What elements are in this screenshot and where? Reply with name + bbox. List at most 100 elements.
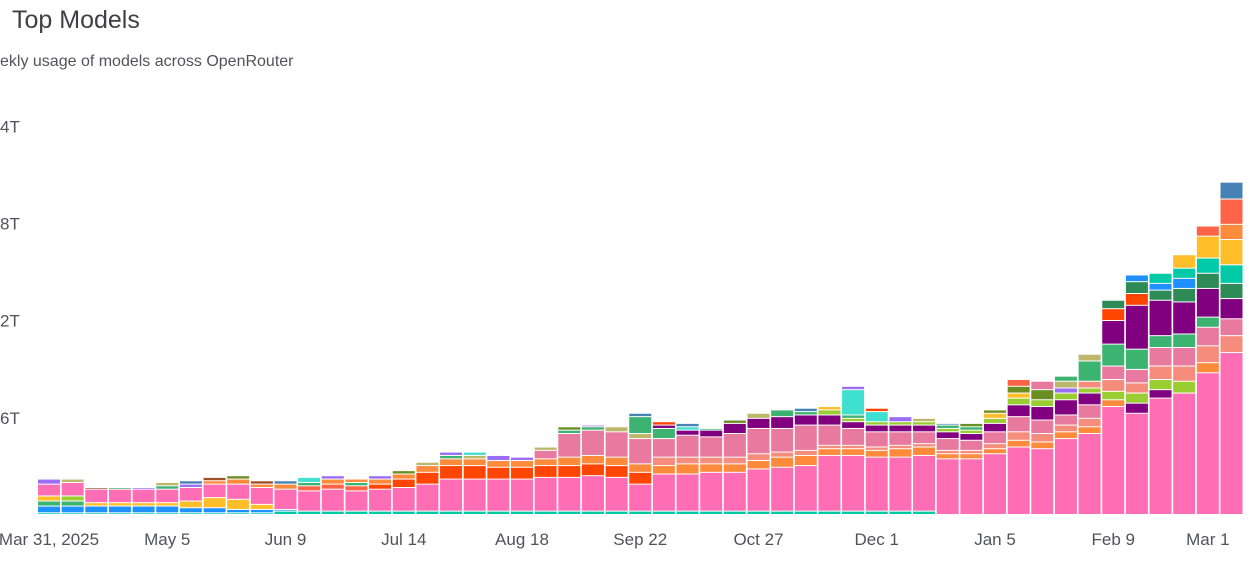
bar-segment[interactable]: [61, 513, 84, 514]
bar-segment[interactable]: [605, 466, 628, 477]
bar-segment[interactable]: [794, 511, 817, 514]
week-bar[interactable]: [61, 479, 84, 514]
bar-segment[interactable]: [38, 496, 60, 501]
bar-segment[interactable]: [723, 464, 746, 472]
bar-segment[interactable]: [179, 488, 202, 501]
bar-segment[interactable]: [676, 464, 699, 474]
bar-segment[interactable]: [1007, 380, 1030, 386]
bar-segment[interactable]: [487, 467, 510, 479]
bar-segment[interactable]: [605, 511, 628, 514]
bar-segment[interactable]: [511, 511, 533, 514]
bar-segment[interactable]: [1078, 388, 1101, 393]
bar-segment[interactable]: [1220, 199, 1243, 224]
bar-segment[interactable]: [1149, 273, 1172, 283]
bar-segment[interactable]: [440, 466, 463, 479]
bar-segment[interactable]: [1149, 380, 1172, 390]
week-bar[interactable]: [487, 455, 510, 514]
bar-segment[interactable]: [179, 481, 202, 484]
bar-segment[interactable]: [1173, 347, 1196, 366]
bar-segment[interactable]: [345, 486, 368, 491]
week-bar[interactable]: [1054, 376, 1077, 514]
bar-segment[interactable]: [416, 484, 439, 511]
bar-segment[interactable]: [1149, 398, 1172, 514]
bar-segment[interactable]: [250, 504, 273, 509]
bar-segment[interactable]: [1125, 413, 1148, 514]
bar-segment[interactable]: [203, 477, 226, 481]
bar-segment[interactable]: [676, 427, 699, 430]
bar-segment[interactable]: [794, 466, 817, 511]
bar-segment[interactable]: [771, 428, 794, 452]
bar-segment[interactable]: [960, 427, 983, 430]
bar-segment[interactable]: [1054, 388, 1077, 393]
bar-segment[interactable]: [369, 489, 392, 511]
bar-segment[interactable]: [652, 511, 675, 514]
bar-segment[interactable]: [1102, 320, 1125, 344]
bar-segment[interactable]: [38, 501, 60, 506]
bar-segment[interactable]: [558, 427, 581, 430]
bar-segment[interactable]: [369, 476, 392, 479]
bar-segment[interactable]: [1196, 363, 1219, 373]
bar-segment[interactable]: [913, 422, 936, 425]
bar-segment[interactable]: [250, 488, 273, 504]
week-bar[interactable]: [605, 427, 628, 514]
bar-segment[interactable]: [1125, 282, 1148, 294]
bar-segment[interactable]: [1007, 405, 1030, 417]
bar-segment[interactable]: [794, 450, 817, 455]
bar-segment[interactable]: [511, 467, 533, 479]
week-bar[interactable]: [369, 476, 392, 514]
bar-segment[interactable]: [889, 457, 912, 511]
bar-segment[interactable]: [203, 513, 226, 514]
bar-segment[interactable]: [936, 428, 959, 432]
bar-segment[interactable]: [652, 422, 675, 425]
week-bar[interactable]: [1220, 182, 1243, 514]
bar-segment[interactable]: [936, 459, 959, 514]
bar-segment[interactable]: [913, 447, 936, 455]
bar-segment[interactable]: [487, 455, 510, 461]
bar-segment[interactable]: [1196, 226, 1219, 236]
bar-segment[interactable]: [227, 484, 250, 499]
bar-segment[interactable]: [558, 457, 581, 466]
bar-segment[interactable]: [369, 484, 392, 489]
bar-segment[interactable]: [771, 410, 794, 417]
bar-segment[interactable]: [1054, 415, 1077, 425]
week-bar[interactable]: [227, 476, 250, 514]
bar-segment[interactable]: [369, 511, 392, 514]
bar-segment[interactable]: [1102, 380, 1125, 391]
bar-segment[interactable]: [1102, 407, 1125, 514]
bar-segment[interactable]: [1054, 393, 1077, 400]
bar-segment[interactable]: [1007, 417, 1030, 432]
bar-segment[interactable]: [345, 482, 368, 486]
week-bar[interactable]: [250, 481, 273, 514]
bar-segment[interactable]: [913, 511, 936, 514]
bar-segment[interactable]: [1196, 327, 1219, 346]
bar-segment[interactable]: [558, 477, 581, 511]
bar-segment[interactable]: [203, 508, 226, 513]
bar-segment[interactable]: [700, 464, 723, 472]
bar-segment[interactable]: [889, 432, 912, 445]
week-bar[interactable]: [345, 479, 368, 514]
bar-segment[interactable]: [321, 484, 344, 489]
bar-segment[interactable]: [487, 461, 510, 467]
bar-segment[interactable]: [629, 413, 652, 417]
bar-segment[interactable]: [1078, 381, 1101, 388]
week-bar[interactable]: [960, 423, 983, 514]
week-bar[interactable]: [298, 477, 321, 514]
bar-segment[interactable]: [132, 488, 155, 489]
week-bar[interactable]: [274, 481, 297, 514]
bar-segment[interactable]: [156, 482, 179, 486]
week-bar[interactable]: [38, 479, 60, 514]
bar-segment[interactable]: [392, 474, 415, 479]
bar-segment[interactable]: [842, 445, 865, 449]
bar-segment[interactable]: [984, 444, 1006, 449]
bar-segment[interactable]: [1173, 255, 1196, 268]
bar-segment[interactable]: [629, 434, 652, 439]
bar-segment[interactable]: [913, 444, 936, 447]
bar-segment[interactable]: [960, 440, 983, 450]
bar-segment[interactable]: [747, 511, 770, 514]
bar-segment[interactable]: [960, 459, 983, 514]
bar-segment[interactable]: [1031, 449, 1054, 514]
bar-segment[interactable]: [85, 503, 108, 506]
week-bar[interactable]: [913, 418, 936, 514]
bar-segment[interactable]: [1078, 427, 1101, 434]
bar-segment[interactable]: [1054, 425, 1077, 432]
